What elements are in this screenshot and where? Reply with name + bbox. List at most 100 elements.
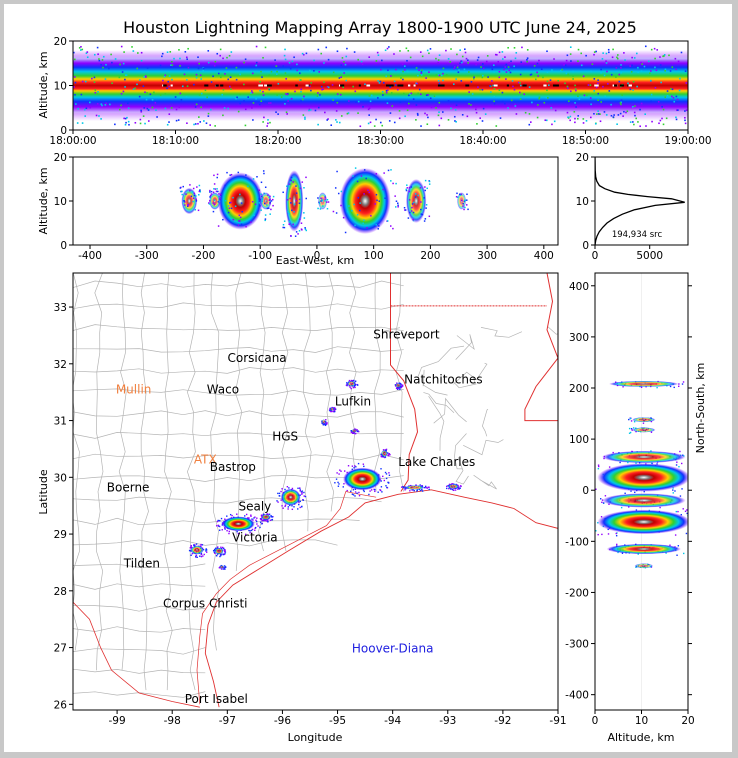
time-height-point (408, 94, 410, 97)
time-height-point (314, 109, 317, 112)
time-height-point (93, 53, 96, 56)
time-height-point (137, 52, 139, 54)
time-height-point (327, 58, 330, 61)
time-height-point (175, 108, 178, 111)
east-west-point (428, 215, 431, 218)
map-source-point (333, 409, 336, 411)
north-south-point (633, 420, 636, 423)
time-height-point (200, 92, 203, 95)
time-height-point (528, 113, 531, 115)
time-height-point (429, 97, 432, 100)
time-height-point (101, 104, 103, 107)
north-south-point (608, 466, 611, 468)
north-south-point (598, 465, 600, 468)
map-source-point (402, 486, 404, 488)
time-height-point (294, 90, 296, 93)
time-height-point (415, 67, 418, 69)
time-height-y-tick-label: 0 (60, 125, 67, 137)
time-height-point (168, 113, 171, 115)
time-height-point (385, 89, 388, 92)
east-west-point (412, 201, 415, 204)
time-height-point (140, 51, 143, 54)
time-height-point (551, 69, 553, 71)
map-source-point (213, 549, 215, 552)
time-height-point (650, 100, 652, 103)
time-height-point (504, 66, 507, 68)
time-height-point (409, 56, 412, 59)
time-height-point (317, 123, 319, 126)
map-source-point (384, 471, 387, 474)
map-source-point (298, 503, 300, 506)
time-height-point (335, 110, 338, 112)
time-height-peak (553, 84, 557, 87)
north-south-y-tick-label: -400 (565, 690, 589, 702)
time-height-point (428, 52, 430, 55)
time-height-point (205, 122, 208, 125)
time-height-point (275, 73, 278, 76)
time-height-point (140, 59, 143, 62)
map-source-point (350, 431, 353, 434)
time-height-point (447, 100, 450, 102)
north-south-point (615, 535, 618, 537)
map-source-point (280, 499, 282, 501)
north-south-point (682, 508, 684, 510)
map-source-point (351, 465, 354, 467)
time-height-point (405, 47, 408, 50)
parish-line (482, 408, 489, 437)
map-source-point (459, 487, 461, 489)
map-source-point (249, 530, 251, 532)
time-height-point (226, 56, 228, 59)
map-source-point (352, 494, 355, 496)
map-source-point (332, 410, 335, 413)
time-height-peak (389, 84, 394, 87)
time-height-point (319, 93, 321, 96)
time-height-point (219, 54, 221, 57)
time-height-point (332, 71, 335, 74)
time-height-point (442, 79, 444, 82)
time-height-point (393, 121, 396, 124)
time-height-point (640, 102, 643, 105)
map-source-point (419, 484, 421, 486)
map-y-tick-label: 29 (54, 529, 67, 541)
map-source-point (385, 448, 388, 451)
map-source-point (322, 423, 324, 426)
time-height-point (309, 109, 312, 111)
east-west-point (180, 190, 182, 193)
east-west-point (363, 219, 365, 222)
time-height-point (277, 82, 280, 85)
time-height-point (301, 52, 304, 55)
city-label: HGS (272, 429, 298, 443)
time-height-point (526, 60, 528, 63)
east-west-point (208, 203, 211, 205)
time-height-point (643, 65, 646, 68)
map-density-cluster (351, 429, 357, 433)
time-height-point (162, 79, 164, 82)
east-west-point (346, 210, 349, 213)
time-height-point (576, 105, 579, 108)
time-height-point (566, 85, 569, 88)
time-height-point (217, 72, 220, 75)
time-height-point (388, 46, 390, 48)
time-height-point (577, 95, 579, 98)
map-y-tick-label: 26 (54, 699, 68, 711)
north-south-point (682, 381, 685, 383)
time-height-point (267, 119, 269, 121)
map-source-point (398, 387, 400, 390)
time-height-point (386, 89, 389, 92)
east-west-cluster (260, 192, 272, 210)
map-source-point (256, 517, 258, 519)
time-height-point (166, 123, 169, 126)
east-west-point (254, 203, 257, 206)
city-label: Sealy (238, 499, 271, 513)
time-height-peak (358, 84, 361, 87)
north-south-y-tick-label: -300 (565, 639, 589, 651)
county-line (73, 626, 206, 633)
time-height-point (678, 89, 681, 92)
time-height-point (336, 50, 339, 53)
map-source-point (250, 514, 252, 516)
parish-line (480, 327, 523, 338)
time-height-peak (523, 84, 527, 87)
map-source-point (363, 465, 365, 468)
